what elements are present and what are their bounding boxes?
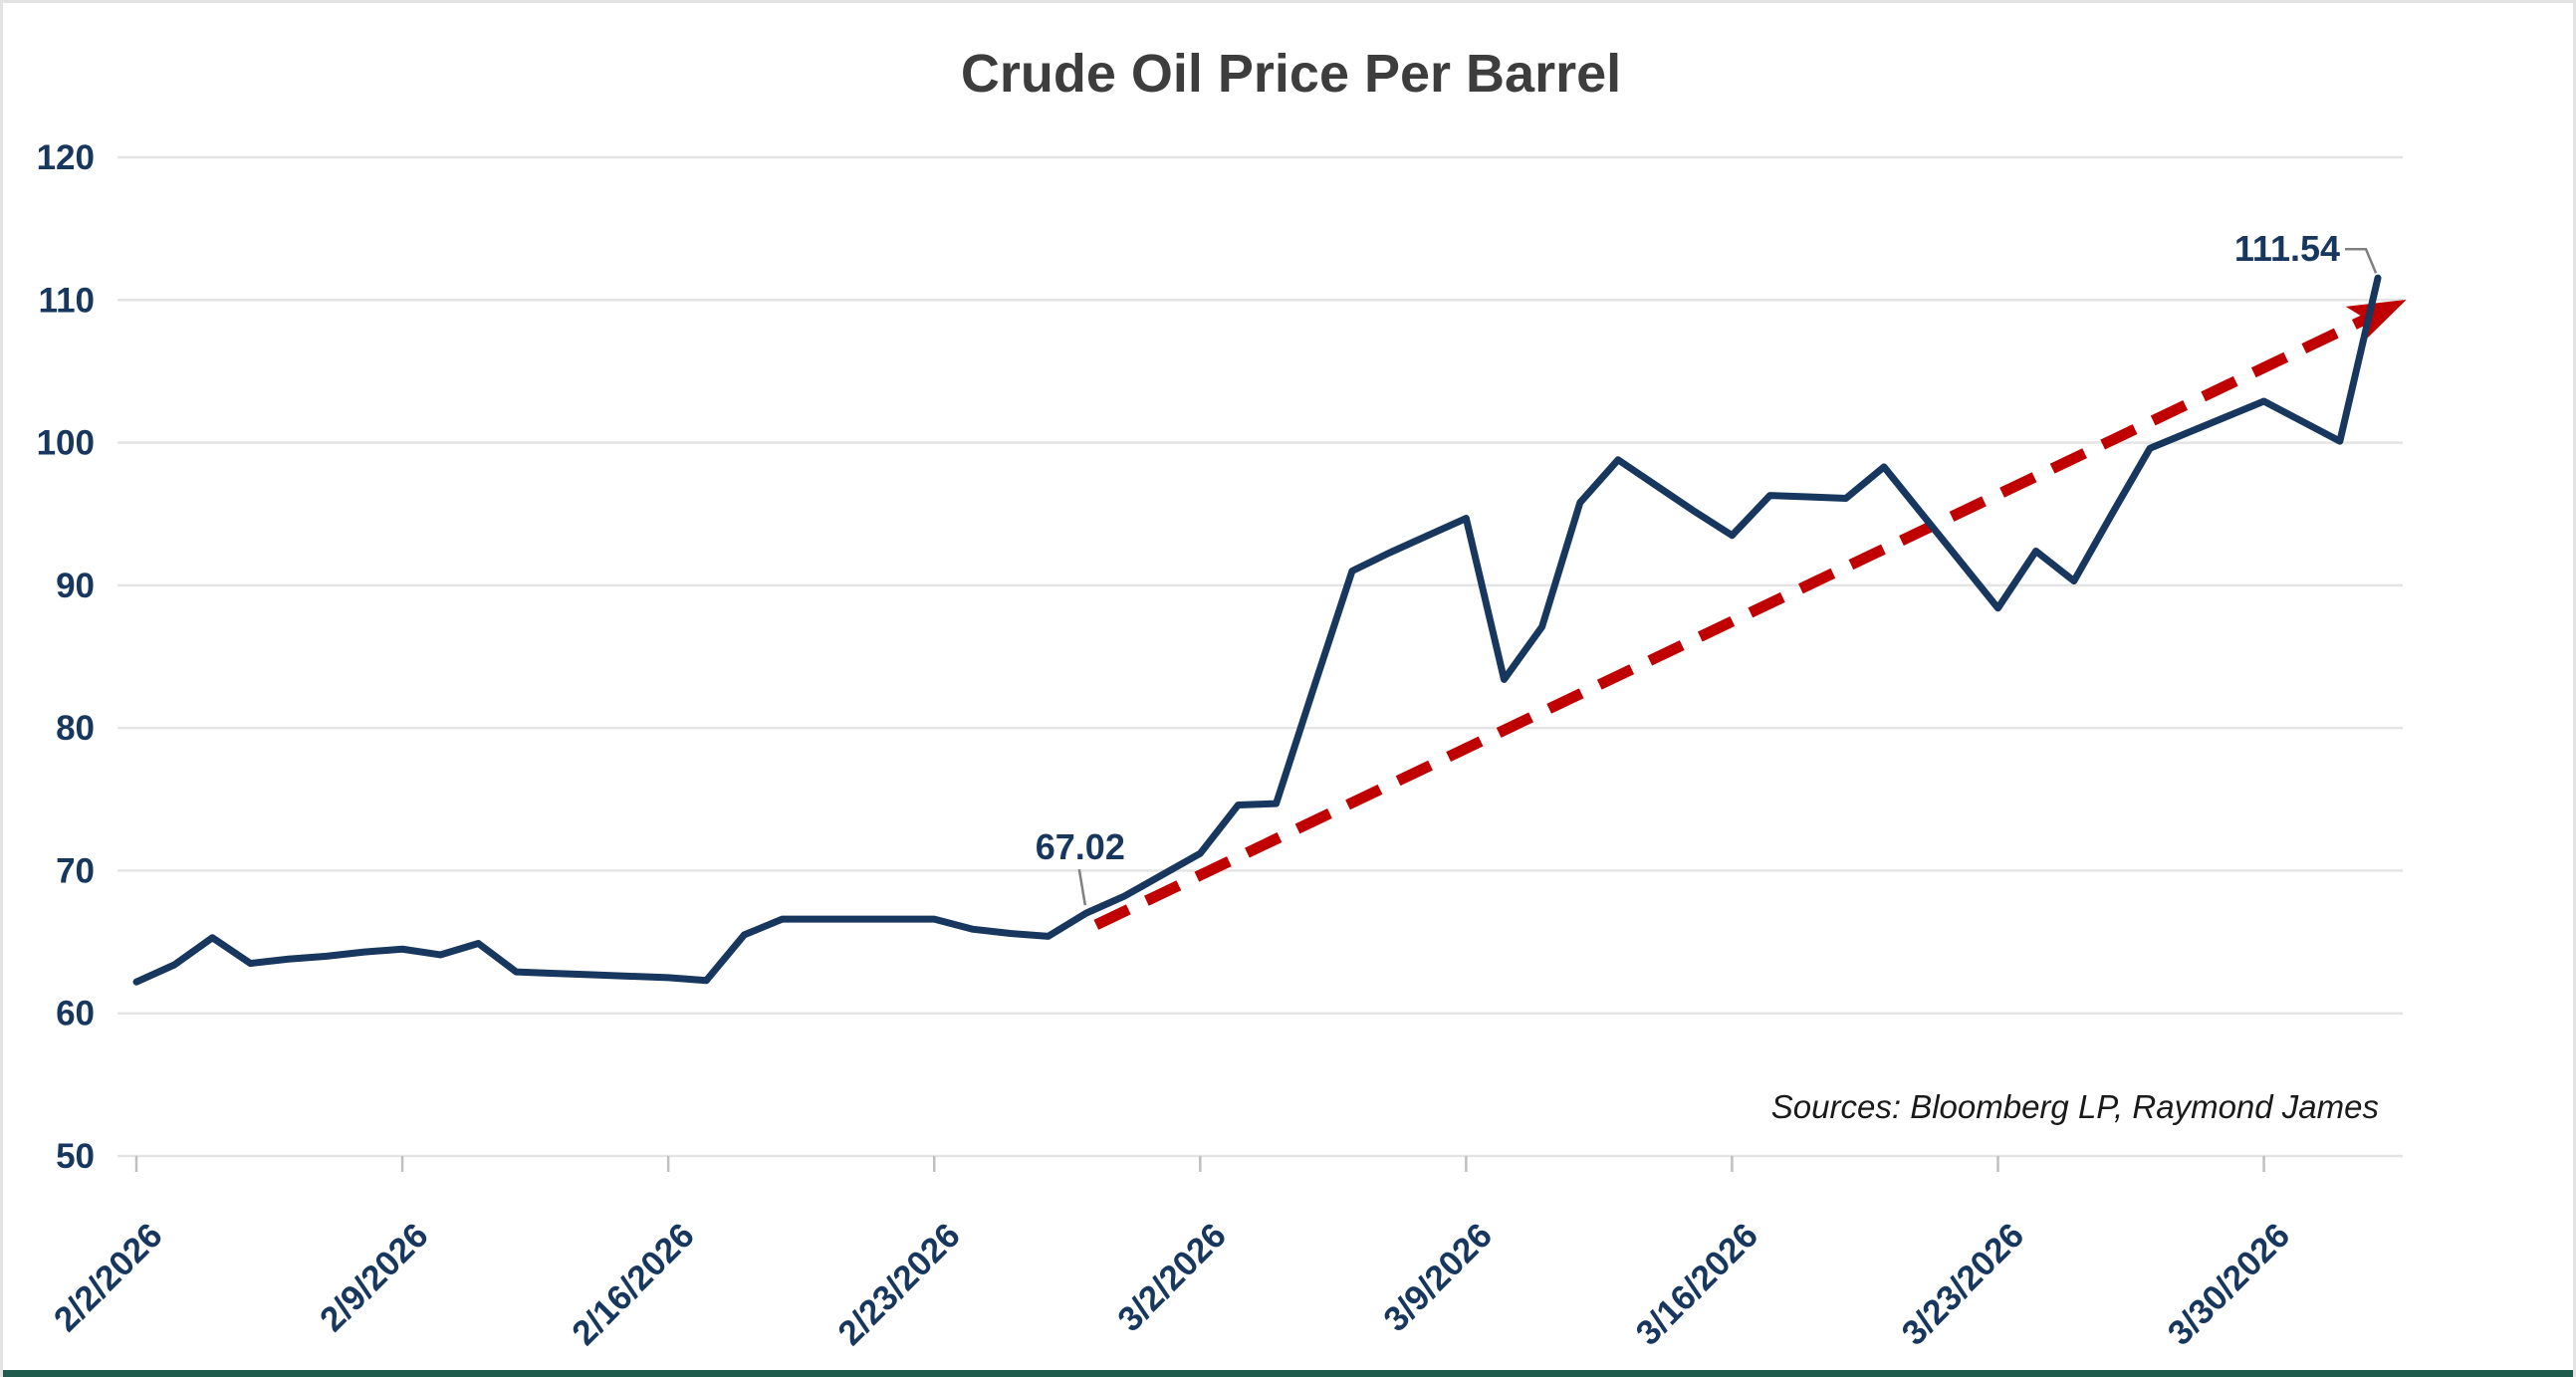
x-tick-label: 2/2/2026 <box>47 1216 170 1339</box>
annotation-leader <box>2345 247 2378 274</box>
y-tick-label: 110 <box>39 281 95 320</box>
x-tick-label: 3/16/2026 <box>1628 1216 1765 1353</box>
annotation-leader <box>1077 868 1087 906</box>
y-tick-label: 80 <box>56 709 95 748</box>
bottom-border-bar <box>3 1370 2573 1377</box>
x-tick-label: 2/23/2026 <box>830 1216 968 1353</box>
y-tick-label: 90 <box>56 567 95 605</box>
y-tick-label: 60 <box>56 995 95 1033</box>
sources-note: Sources: Bloomberg LP, Raymond James <box>1770 1088 2379 1125</box>
price-line <box>132 274 2382 986</box>
x-tick-label: 3/23/2026 <box>1894 1216 2031 1353</box>
x-tick-label: 2/16/2026 <box>565 1216 702 1353</box>
annotation-label: 111.54 <box>2234 228 2340 269</box>
annotation-label: 67.02 <box>1036 826 1125 867</box>
x-tick-label: 2/9/2026 <box>313 1216 436 1339</box>
y-tick-label: 50 <box>56 1137 95 1176</box>
chart-title: Crude Oil Price Per Barrel <box>960 44 1622 104</box>
x-tick-label: 3/9/2026 <box>1376 1216 1500 1339</box>
trend-line <box>1093 299 2407 930</box>
x-tick-label: 3/30/2026 <box>2161 1216 2298 1353</box>
x-tick-label: 3/2/2026 <box>1110 1216 1234 1339</box>
y-tick-label: 120 <box>37 138 95 177</box>
crude-oil-line-chart: 120 110 100 90 80 70 60 50 2/2/2026 2/9/2026 2/16/… <box>37 138 2407 1353</box>
y-tick-label: 70 <box>56 851 95 890</box>
y-tick-label: 100 <box>37 424 95 463</box>
